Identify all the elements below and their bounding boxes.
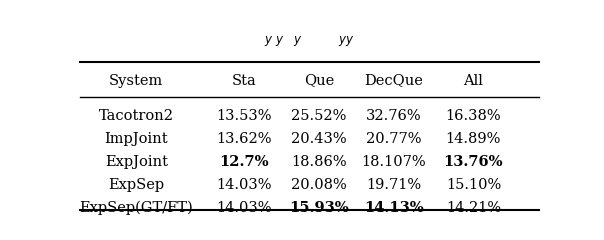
Text: 15.93%: 15.93% <box>289 201 349 215</box>
Text: System: System <box>109 73 164 88</box>
Text: $\mathit{y\ y\ \ \ y\ \ \ \ \ \ \ \ \ \ yy}$: $\mathit{y\ y\ \ \ y\ \ \ \ \ \ \ \ \ \ … <box>264 34 355 48</box>
Text: 14.21%: 14.21% <box>446 201 501 215</box>
Text: 14.13%: 14.13% <box>364 201 423 215</box>
Text: 13.62%: 13.62% <box>216 132 272 146</box>
Text: 14.03%: 14.03% <box>216 201 272 215</box>
Text: 18.86%: 18.86% <box>291 155 347 169</box>
Text: 16.38%: 16.38% <box>446 109 501 123</box>
Text: 14.89%: 14.89% <box>446 132 501 146</box>
Text: Tacotron2: Tacotron2 <box>99 109 174 123</box>
Text: 20.08%: 20.08% <box>291 178 347 192</box>
Text: 18.107%: 18.107% <box>362 155 426 169</box>
Text: Que: Que <box>304 73 334 88</box>
Text: All: All <box>463 73 483 88</box>
Text: 15.10%: 15.10% <box>446 178 501 192</box>
Text: 25.52%: 25.52% <box>291 109 347 123</box>
Text: DecQue: DecQue <box>364 73 423 88</box>
Text: ImpJoint: ImpJoint <box>104 132 168 146</box>
Text: 14.03%: 14.03% <box>216 178 272 192</box>
Text: ExpSep: ExpSep <box>108 178 164 192</box>
Text: Sta: Sta <box>232 73 256 88</box>
Text: 32.76%: 32.76% <box>366 109 422 123</box>
Text: 20.77%: 20.77% <box>366 132 422 146</box>
Text: ExpJoint: ExpJoint <box>105 155 168 169</box>
Text: 19.71%: 19.71% <box>366 178 422 192</box>
Text: 20.43%: 20.43% <box>291 132 347 146</box>
Text: 13.76%: 13.76% <box>443 155 503 169</box>
Text: 12.7%: 12.7% <box>219 155 269 169</box>
Text: 13.53%: 13.53% <box>216 109 272 123</box>
Text: ExpSep(GT/FT): ExpSep(GT/FT) <box>80 201 193 215</box>
